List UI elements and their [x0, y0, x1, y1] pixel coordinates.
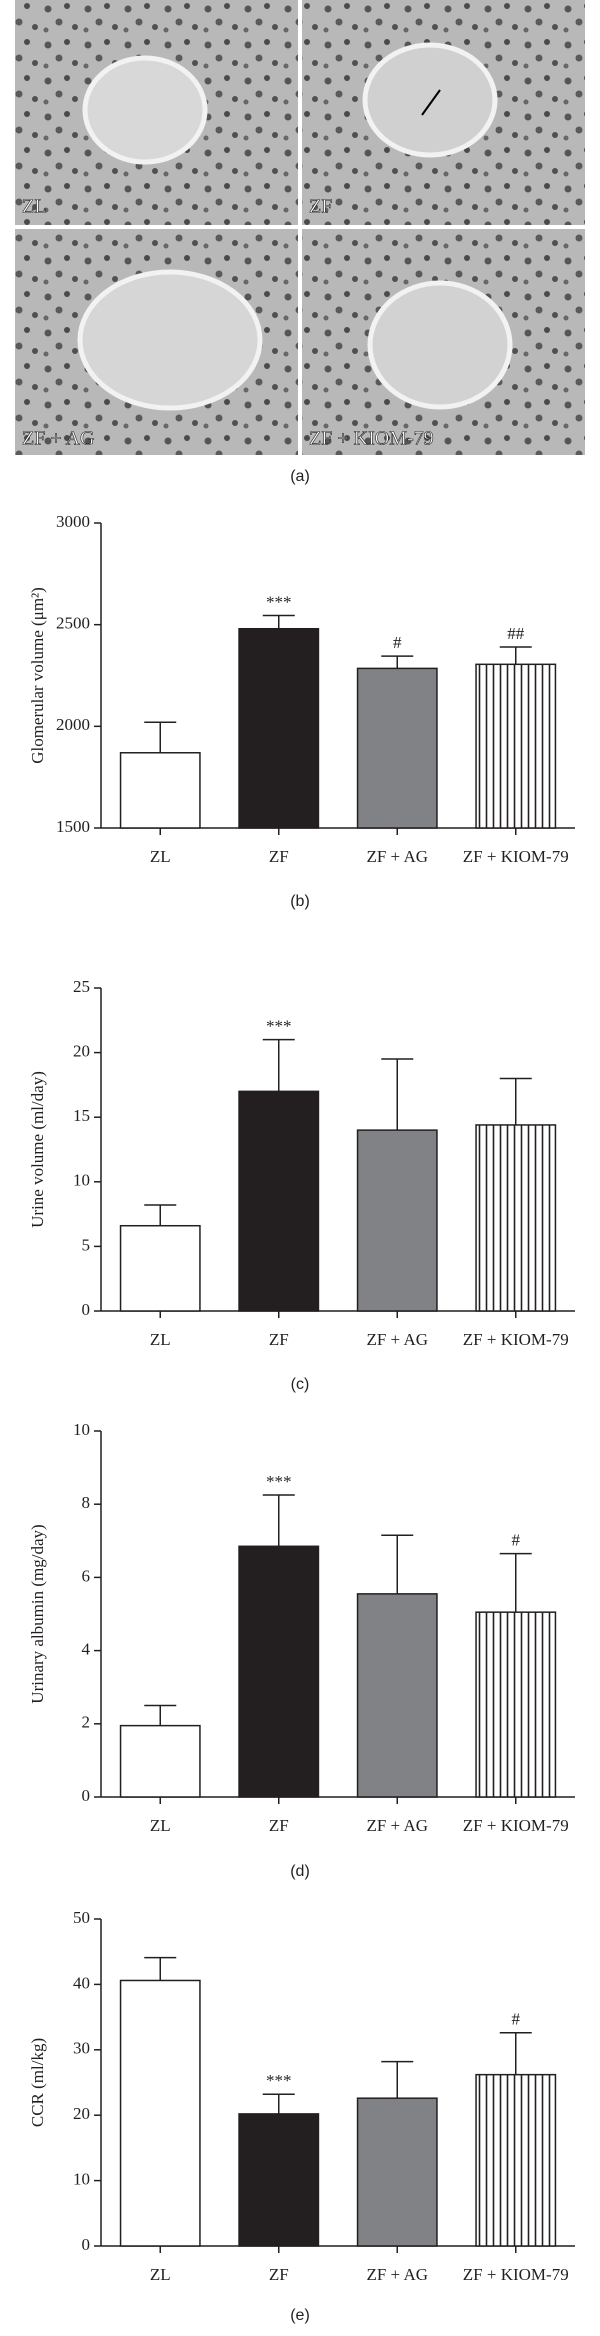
y-tick-label: 0: [82, 1786, 91, 1805]
bar: [119, 1224, 201, 1312]
bar: [356, 1593, 438, 1798]
panel-label: ZL: [22, 196, 46, 218]
glomerulus: [367, 280, 513, 410]
bar: [356, 667, 438, 829]
significance: #: [393, 633, 402, 652]
y-tick-label: 20: [73, 2104, 90, 2123]
bar: [356, 2097, 438, 2247]
x-tick-label: ZF: [269, 1330, 289, 1349]
y-tick-label: 2500: [56, 614, 90, 633]
panel-label: ZF + AG: [22, 428, 94, 450]
significance: ##: [507, 624, 525, 643]
y-tick-label: 2000: [56, 715, 90, 734]
bar: [238, 1545, 320, 1798]
y-tick-label: 2: [82, 1713, 91, 1732]
x-tick-label: ZF + AG: [366, 847, 428, 866]
bar: [238, 627, 320, 829]
caption: (a): [290, 468, 310, 485]
glomerulus: [77, 269, 263, 411]
arrow: [421, 89, 441, 116]
significance: ***: [266, 1017, 292, 1036]
panel-label: ZF + KIOM-79: [309, 428, 434, 450]
bar: [119, 1979, 201, 2247]
y-axis-label: Glomerular volume (μm²): [28, 587, 47, 764]
caption: (d): [290, 1863, 310, 1880]
x-tick-label: ZF + KIOM-79: [463, 1330, 569, 1349]
bar: [119, 752, 201, 829]
bar: [475, 2073, 557, 2247]
y-tick-label: 15: [73, 1106, 90, 1125]
micrographs: ZL ZF ZF + AG ZF + KIOM-79: [15, 0, 585, 455]
y-tick-label: 50: [73, 1908, 90, 1927]
x-tick-label: ZF: [269, 2265, 289, 2284]
significance: #: [512, 2010, 521, 2029]
y-tick-label: 8: [82, 1493, 91, 1512]
x-tick-label: ZF: [269, 1816, 289, 1835]
caption: (b): [290, 893, 310, 910]
bar: [238, 1090, 320, 1312]
caption: (e): [290, 2307, 310, 2324]
x-tick-label: ZF: [269, 847, 289, 866]
glomerulus: [362, 42, 498, 158]
bar: [475, 663, 557, 829]
bar: [356, 1129, 438, 1312]
x-tick-label: ZF + AG: [366, 2265, 428, 2284]
x-tick-label: ZL: [150, 1816, 171, 1835]
x-tick-label: ZF + KIOM-79: [463, 2265, 569, 2284]
x-tick-label: ZF + KIOM-79: [463, 1816, 569, 1835]
significance: ***: [266, 2071, 292, 2090]
caption: (c): [291, 1376, 310, 1393]
bar: [475, 1124, 557, 1312]
y-axis-label: Urinary albumin (mg/day): [28, 1524, 47, 1703]
significance: ***: [266, 592, 292, 611]
y-tick-label: 25: [73, 977, 90, 996]
y-tick-label: 5: [82, 1235, 91, 1254]
panel-label: ZF: [309, 196, 332, 218]
y-tick-label: 6: [82, 1566, 91, 1585]
significance: #: [512, 1531, 521, 1550]
y-tick-label: 10: [73, 2170, 90, 2189]
x-tick-label: ZF + KIOM-79: [463, 847, 569, 866]
x-tick-label: ZL: [150, 847, 171, 866]
x-tick-label: ZL: [150, 1330, 171, 1349]
y-tick-label: 10: [73, 1420, 90, 1439]
y-tick-label: 4: [82, 1640, 91, 1659]
y-tick-label: 20: [73, 1042, 90, 1061]
glomerulus: [82, 55, 208, 165]
bar: [119, 1724, 201, 1798]
y-axis-label: Urine volume (ml/day): [28, 1071, 47, 1228]
y-tick-label: 0: [82, 2235, 91, 2254]
y-tick-label: 3000: [56, 512, 90, 531]
y-tick-label: 10: [73, 1171, 90, 1190]
y-tick-label: 30: [73, 2039, 90, 2058]
significance: ***: [266, 1472, 292, 1491]
x-tick-label: ZF + AG: [366, 1330, 428, 1349]
y-tick-label: 1500: [56, 817, 90, 836]
y-axis-label: CCR (ml/kg): [28, 2038, 47, 2127]
y-tick-label: 0: [82, 1300, 91, 1319]
bar: [475, 1611, 557, 1798]
bar: [238, 2113, 320, 2247]
y-tick-label: 40: [73, 1973, 90, 1992]
x-tick-label: ZL: [150, 2265, 171, 2284]
x-tick-label: ZF + AG: [366, 1816, 428, 1835]
